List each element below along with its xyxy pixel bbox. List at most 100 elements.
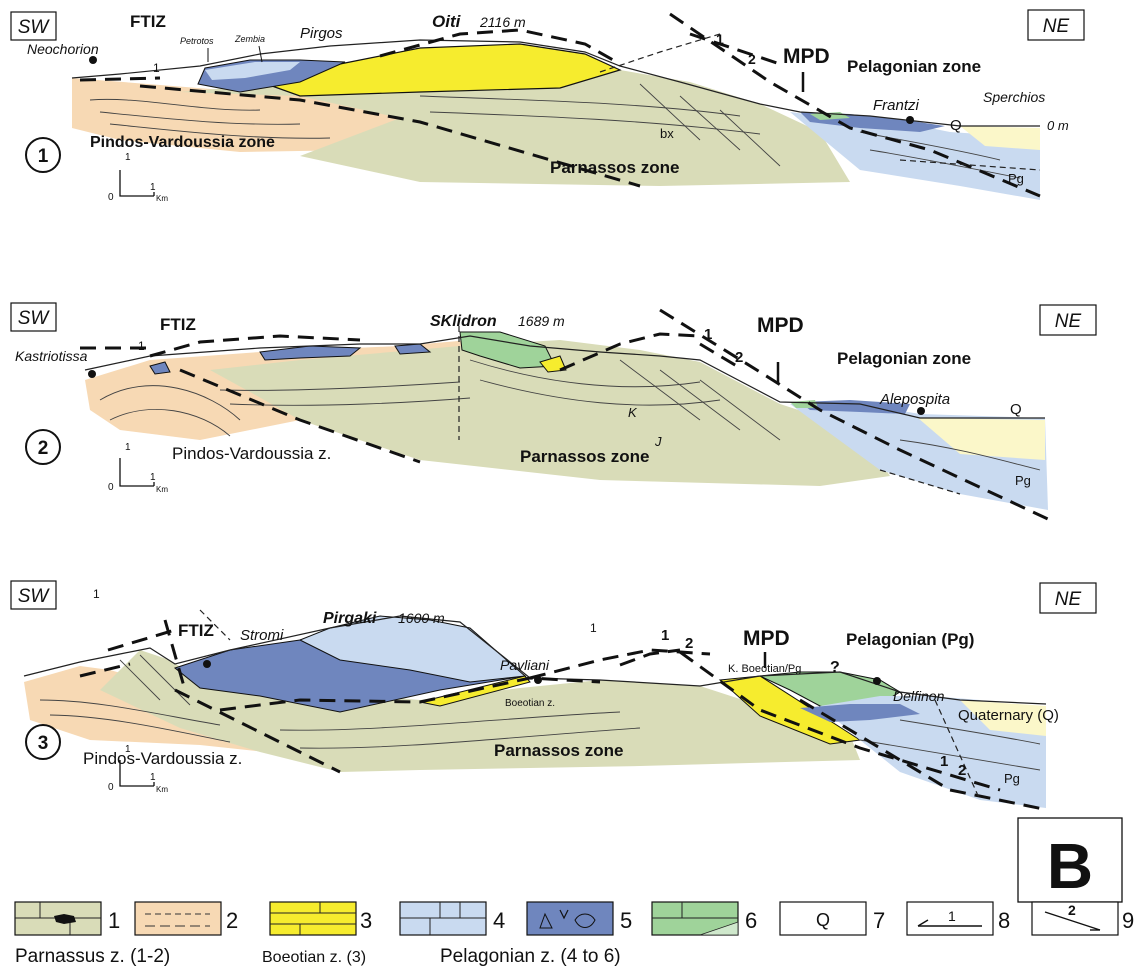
mark-q: Q xyxy=(1010,401,1022,418)
town-frantzi: Frantzi xyxy=(873,97,920,114)
ne-box xyxy=(1039,304,1097,336)
zone-pindos: Pindos-Vardoussia zone xyxy=(90,134,275,151)
scale-zero: 0 xyxy=(108,482,114,493)
mark-k: K xyxy=(628,405,638,420)
scale-bar: 1 0 1 Km xyxy=(108,152,168,203)
zone-pindos: Pindos-Vardoussia z. xyxy=(83,749,242,768)
zone-pindos: Pindos-Vardoussia z. xyxy=(172,444,331,463)
scale-h: 1 xyxy=(150,182,156,193)
legend-num: 9 xyxy=(1122,908,1134,933)
zone-pelagonian: Pelagonian zone xyxy=(847,57,981,76)
town-sperchios: Sperchios xyxy=(983,89,1045,105)
legend-item-8: 1 8 xyxy=(906,901,1010,936)
scale-zero: 0 xyxy=(108,192,114,203)
fault-1-label: 1 xyxy=(704,326,712,343)
legend-item-5: 5 xyxy=(526,901,632,936)
section-3: SW NE FTIZ MPD Pirgaki 1600 m xyxy=(10,580,1097,812)
section-number-circle xyxy=(25,137,61,173)
scale-zero: 0 xyxy=(108,782,114,793)
mpd-label: MPD xyxy=(757,314,804,337)
zone-k-boeotian: K. Boeotian/Pg xyxy=(728,663,801,675)
town-pavliani: Pavliani xyxy=(500,657,550,673)
town-neochorion: Neochorion xyxy=(27,41,99,57)
panel-letter-box xyxy=(1017,817,1123,903)
town-dot xyxy=(917,407,925,415)
section-number-circle xyxy=(25,724,61,760)
boeotian-sliver xyxy=(539,355,567,373)
legend-num: 7 xyxy=(873,908,885,933)
zone-parnassos: Parnassos zone xyxy=(520,447,649,466)
pelagonian-cap-3 xyxy=(149,361,171,375)
town-dot xyxy=(873,677,881,685)
mark-bx: bx xyxy=(660,126,674,141)
ne-box xyxy=(1027,9,1085,41)
legend-item-1: 1 xyxy=(14,901,120,936)
scale-h: 1 xyxy=(150,772,156,783)
ftiz-label: FTIZ xyxy=(130,12,166,31)
scale-v: 1 xyxy=(125,152,131,163)
ne-box xyxy=(1039,582,1097,614)
legend-num: 2 xyxy=(226,908,238,933)
town-dot xyxy=(534,676,542,684)
peak-name: Pirgaki xyxy=(323,610,377,627)
fault-left-label: 1 xyxy=(93,587,100,601)
peak-name: Oiti xyxy=(432,12,462,31)
scale-unit: Km xyxy=(156,485,168,494)
sw-label: SW xyxy=(18,17,51,38)
parnassos-zone-area xyxy=(210,340,890,486)
ne-label: NE xyxy=(1043,16,1070,37)
town-kastriotissa: Kastriotissa xyxy=(15,348,88,364)
fault-b-label: 2 xyxy=(958,762,966,779)
legend-num: 8 xyxy=(998,908,1010,933)
zone-pelagonian: Pelagonian (Pg) xyxy=(846,630,974,649)
section-number: 3 xyxy=(38,733,49,754)
sw-box xyxy=(10,302,57,332)
scale-bar: 1 0 1 Km xyxy=(108,744,168,794)
mpd-label: MPD xyxy=(743,627,790,650)
town-dot xyxy=(203,660,211,668)
legend-item-9: 2 9 xyxy=(1031,901,1134,936)
quaternary-fill xyxy=(918,418,1045,460)
legend-num: 6 xyxy=(745,908,757,933)
town-zembia: Zembia xyxy=(234,34,265,44)
legend-group-boeotian: Boeotian z. (3) xyxy=(262,949,366,966)
mark-pg: Pg xyxy=(1008,171,1024,186)
legend-q: Q xyxy=(816,910,830,930)
scale-unit: Km xyxy=(156,194,168,203)
mark-pg: Pg xyxy=(1015,473,1031,488)
scale-bar: 1 0 1 Km xyxy=(108,442,168,494)
mark-q: Q xyxy=(950,117,962,134)
zone-boeotian: Boeotian z. xyxy=(505,698,555,709)
peak-elevation: 1600 m xyxy=(398,610,445,626)
town-alepospita: Alepospita xyxy=(879,391,950,408)
parnassos-zone-area xyxy=(100,650,860,772)
legend-num: 3 xyxy=(360,908,372,933)
mark-sea-level: 0 m xyxy=(1047,118,1069,133)
legend-fault-2: 2 xyxy=(1068,902,1076,918)
zone-quaternary: Quaternary (Q) xyxy=(958,707,1059,724)
pindos-zone-area xyxy=(72,78,420,152)
peak-elevation: 1689 m xyxy=(518,313,565,329)
pelagonian-klippe-light xyxy=(205,62,300,80)
fault-left-label: 1 xyxy=(153,61,160,75)
fault-1-label: 1 xyxy=(716,31,724,47)
town-dot xyxy=(89,56,97,64)
section-number: 2 xyxy=(38,438,49,459)
zone-pelagonian: Pelagonian zone xyxy=(837,349,971,368)
town-dot xyxy=(906,116,914,124)
fault-2-label: 2 xyxy=(685,635,693,652)
mpd-label: MPD xyxy=(783,45,830,68)
pelagonian-green-klippe xyxy=(459,331,556,369)
legend-num: 5 xyxy=(620,908,632,933)
ne-label: NE xyxy=(1055,589,1082,610)
zone-parnassos: Parnassos zone xyxy=(494,741,623,760)
legend-item-4: 4 xyxy=(399,901,505,936)
section-number-circle xyxy=(25,429,61,465)
legend-item-2: 2 xyxy=(134,901,238,936)
legend-num: 1 xyxy=(108,908,120,933)
scale-h: 1 xyxy=(150,472,156,483)
legend-item-6: 6 xyxy=(651,901,757,936)
mark-question: ? xyxy=(830,659,840,676)
mark-pg: Pg xyxy=(1004,771,1020,786)
